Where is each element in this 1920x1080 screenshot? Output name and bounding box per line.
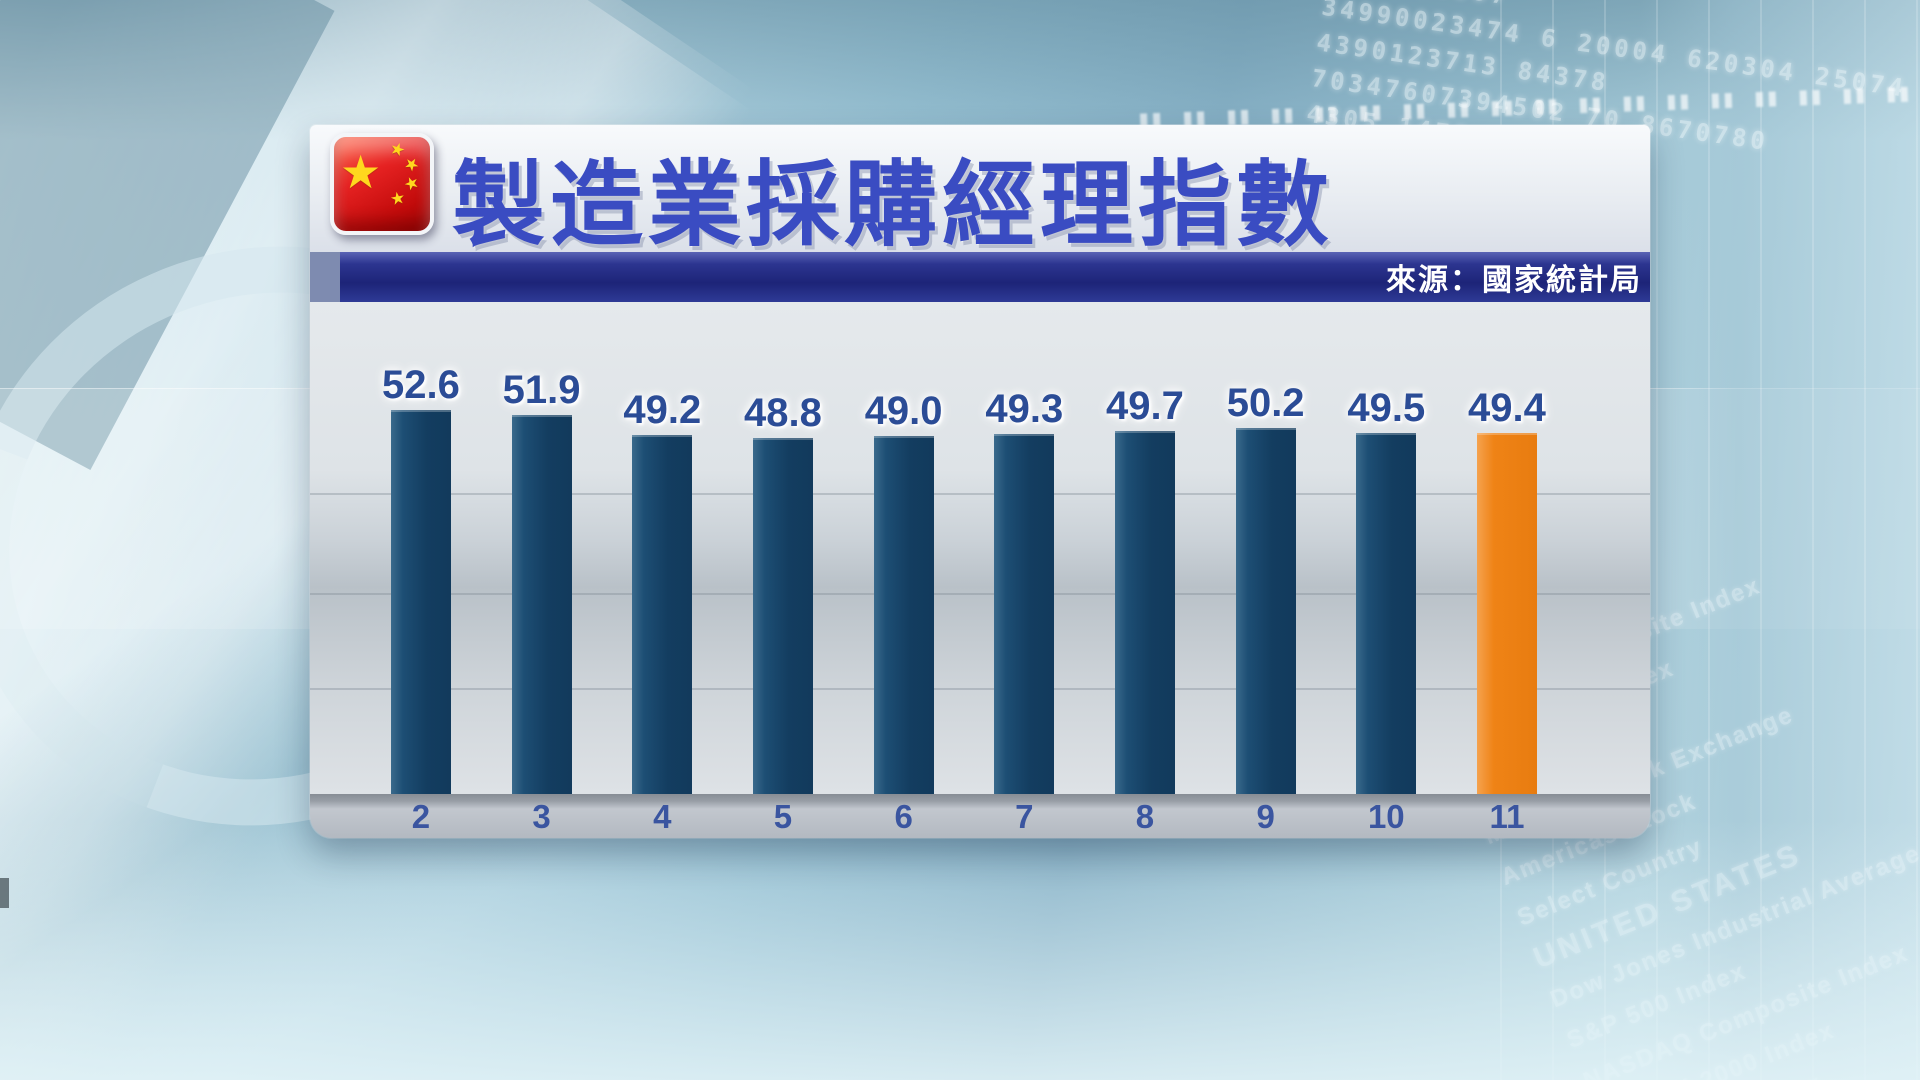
bar-value-label: 49.5 <box>1347 386 1426 430</box>
bar-value-label: 50.2 <box>1226 381 1305 425</box>
bar-column: 49.7 8 <box>1106 302 1184 838</box>
x-axis-strip <box>310 794 1650 838</box>
page-title: 製造業採購經理指數 <box>452 153 1334 257</box>
bar-value-label: 49.0 <box>864 389 943 433</box>
flag-star-icon: ★ <box>388 187 407 210</box>
bar-column: 49.5 10 <box>1347 302 1425 838</box>
category-label: 7 <box>1015 798 1034 835</box>
bar <box>1356 433 1417 794</box>
plot-area: 52.6 2 51.9 3 49.2 4 48.8 5 49.0 6 49.3 7 49.7 8 50.2 9… <box>382 302 1546 838</box>
bar-column: 49.2 4 <box>623 302 701 838</box>
category-label: 4 <box>653 798 672 835</box>
bar-value-label: 49.7 <box>1106 384 1184 428</box>
bar <box>752 438 813 794</box>
bar-column: 49.3 7 <box>985 302 1063 838</box>
flag-star-icon: ★ <box>340 146 382 198</box>
bar <box>1114 431 1175 794</box>
category-label: 5 <box>773 798 793 835</box>
bar <box>873 436 934 794</box>
bar-value-label: 52.6 <box>382 363 460 407</box>
title-bar: ★ ★ ★ ★ ★ 製造業採購經理指數 <box>310 125 1650 257</box>
bar-highlighted <box>1476 433 1537 794</box>
category-label: 6 <box>894 798 913 835</box>
bar-value-label: 49.3 <box>985 387 1064 431</box>
bar-value-label: 49.4 <box>1468 386 1546 430</box>
china-flag-icon: ★ ★ ★ ★ ★ <box>330 133 434 235</box>
bar-value-label: 51.9 <box>502 368 581 412</box>
flag-star-icon: ★ <box>400 171 423 196</box>
background-edge-tick <box>0 878 9 908</box>
category-label: 8 <box>1135 798 1155 835</box>
bar <box>1235 428 1296 794</box>
gridline <box>310 688 1650 690</box>
bar-column: 48.8 5 <box>744 302 822 838</box>
category-label: 11 <box>1489 798 1525 835</box>
bar-column: 49.0 6 <box>865 302 943 838</box>
bar-column: 50.2 9 <box>1227 302 1305 838</box>
bar <box>390 410 451 794</box>
gridline <box>310 593 1650 595</box>
bar-value-label: 48.8 <box>744 391 822 435</box>
bar <box>632 435 693 794</box>
background-bottom-glow <box>0 820 1920 1080</box>
bar-column: 51.9 3 <box>503 302 581 838</box>
bar <box>511 415 572 794</box>
bar-column: 52.6 2 <box>382 302 460 838</box>
category-label: 10 <box>1367 798 1405 835</box>
source-label: 來源：國家統計局 <box>1386 264 1642 297</box>
background-top-shade <box>0 0 1920 140</box>
bar-value-label: 49.2 <box>623 388 702 432</box>
bar <box>994 434 1055 794</box>
band-accent-square <box>310 252 340 302</box>
bar-column: 49.4 11 <box>1468 302 1546 838</box>
pmi-chart-panel: ★ ★ ★ ★ ★ 製造業採購經理指數 來源：國家統計局 52.6 2 51.9 3 4… <box>310 125 1650 838</box>
flag-star-icon: ★ <box>387 138 408 161</box>
category-label: 3 <box>532 798 551 835</box>
category-label: 2 <box>411 798 431 835</box>
category-label: 9 <box>1256 798 1275 835</box>
gridline <box>310 493 1650 495</box>
header-band: 來源：國家統計局 <box>310 252 1650 302</box>
